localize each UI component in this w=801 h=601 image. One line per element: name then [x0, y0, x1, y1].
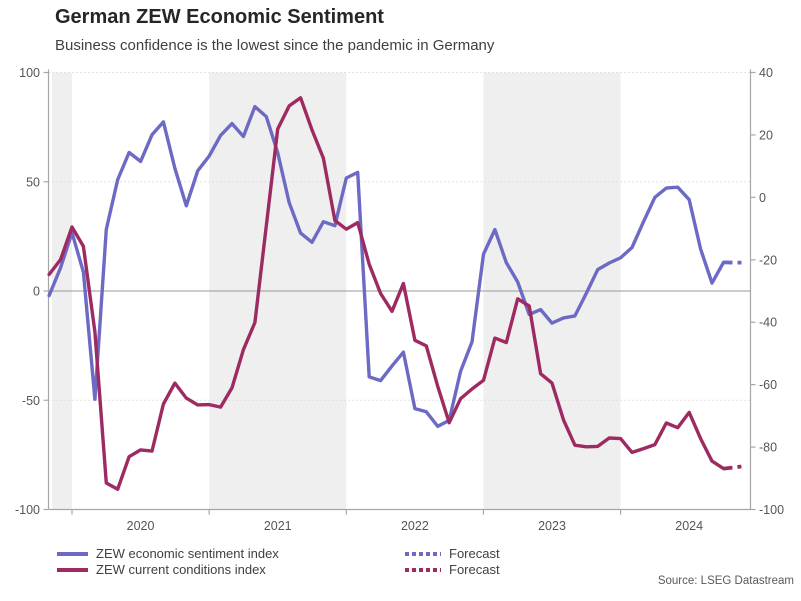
right-tick-label: 40 — [759, 66, 773, 80]
conditions-forecast-line — [723, 463, 747, 471]
right-tick-label: 0 — [759, 191, 766, 205]
left-tick-label: -100 — [15, 503, 40, 517]
legend-label: Forecast — [449, 562, 500, 577]
left-tick-label: -50 — [22, 394, 40, 408]
conditions-forecast-swatch — [405, 567, 441, 572]
sentiment-line-swatch — [57, 551, 88, 556]
legend-label: ZEW current conditions index — [96, 562, 266, 577]
year-label-2021: 2021 — [264, 519, 292, 533]
left-tick-label: 0 — [33, 285, 40, 299]
right-tick-label: -20 — [759, 253, 777, 267]
legend-item-conditions-forecast: Forecast — [405, 562, 500, 577]
right-tick-label: 20 — [759, 128, 773, 142]
left-tick-label: 100 — [19, 66, 40, 80]
legend-item-sentiment: ZEW economic sentiment index — [57, 546, 279, 561]
year-label-2022: 2022 — [401, 519, 429, 533]
legend-item-conditions: ZEW current conditions index — [57, 562, 266, 577]
conditions-line-swatch — [57, 567, 88, 572]
year-label-2023: 2023 — [538, 519, 566, 533]
page-title: German ZEW Economic Sentiment — [55, 6, 384, 28]
source-attribution: Source: LSEG Datastream — [657, 575, 794, 587]
conditions-line — [47, 96, 726, 491]
right-tick-label: -100 — [759, 503, 784, 517]
right-tick-label: -60 — [759, 378, 777, 392]
sentiment-forecast-swatch — [405, 551, 441, 556]
legend-label: Forecast — [449, 546, 500, 561]
right-tick-label: -80 — [759, 441, 777, 455]
legend-item-sentiment-forecast: Forecast — [405, 546, 500, 561]
year-label-2024: 2024 — [675, 519, 703, 533]
right-tick-label: -40 — [759, 316, 777, 330]
legend-label: ZEW economic sentiment index — [96, 546, 279, 561]
year-label-2020: 2020 — [127, 519, 155, 533]
left-tick-label: 50 — [26, 175, 40, 189]
page-subtitle: Business confidence is the lowest since … — [55, 37, 495, 54]
sentiment-line — [47, 104, 726, 428]
